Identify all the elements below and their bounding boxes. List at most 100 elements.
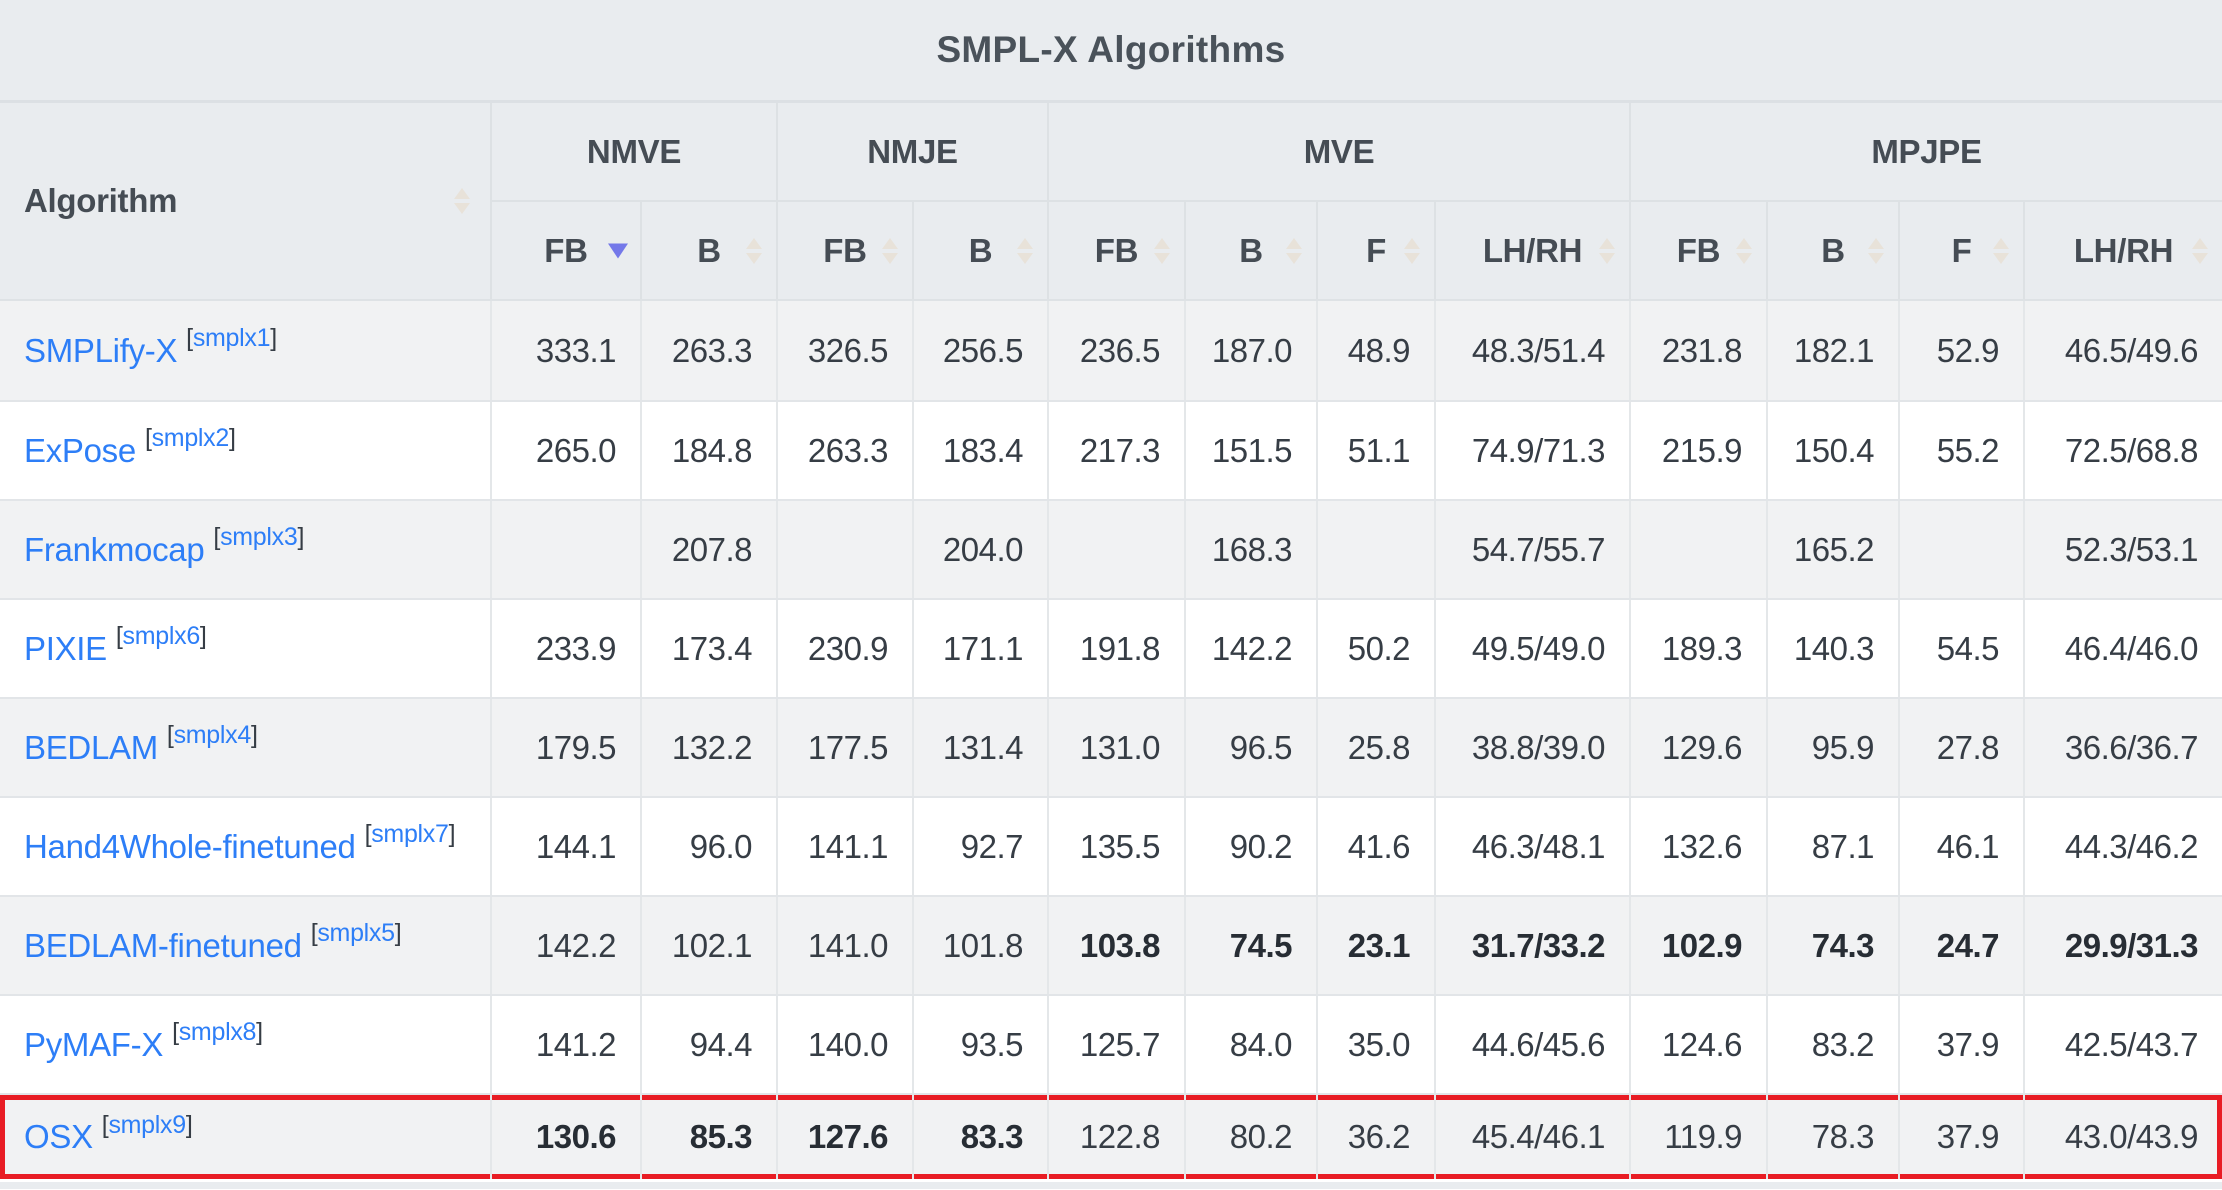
citation-link[interactable]: [smplx5]: [311, 919, 402, 948]
algorithm-link[interactable]: ExPose: [24, 431, 136, 469]
metric-value: 94.4: [640, 996, 776, 1093]
algorithm-link[interactable]: Hand4Whole-finetuned: [24, 827, 356, 865]
column-header-nmje-fb[interactable]: FB: [776, 202, 912, 299]
column-header-nmje-b[interactable]: B: [912, 202, 1047, 299]
column-header-nmve-fb[interactable]: FB: [490, 202, 640, 299]
column-header-algorithm[interactable]: Algorithm: [0, 103, 490, 299]
sort-icon: [882, 237, 898, 264]
metric-value: 141.0: [776, 897, 912, 994]
citation-link[interactable]: [smplx4]: [167, 721, 258, 750]
metric-value: 207.8: [640, 501, 776, 598]
column-header-mve-lh-rh[interactable]: LH/RH: [1434, 202, 1629, 299]
sort-icon: [1599, 237, 1615, 264]
sort-down-arrow: [882, 252, 898, 264]
metric-value: 151.5: [1184, 402, 1316, 499]
metric-value: 144.1: [490, 798, 640, 895]
metric-value: 150.4: [1766, 402, 1898, 499]
group-header-nmve: NMVE: [490, 103, 776, 202]
metric-value: 45.4/46.1: [1434, 1095, 1629, 1179]
table-row-bedlam: BEDLAM [smplx4] 179.5 132.2 177.5 131.4 131.0 9…: [0, 697, 2222, 796]
citation-bracket: [: [115, 622, 123, 650]
metric-value: 48.3/51.4: [1434, 301, 1629, 400]
metric-value: 187.0: [1184, 301, 1316, 400]
metric-value: 141.1: [776, 798, 912, 895]
algorithm-link[interactable]: Frankmocap: [24, 530, 205, 568]
algorithm-link[interactable]: OSX: [24, 1118, 93, 1155]
citation-bracket: [: [186, 324, 193, 352]
column-header-mve-fb[interactable]: FB: [1047, 202, 1184, 299]
table-row-osx: OSX [smplx9] 130.6 85.3 127.6 83.3 122.8 80.2 36…: [0, 1093, 2222, 1179]
metric-value: 46.3/48.1: [1434, 798, 1629, 895]
metric-value: 215.9: [1629, 402, 1766, 499]
column-header-nmve-b[interactable]: B: [640, 202, 776, 299]
metric-value: 326.5: [776, 301, 912, 400]
citation-link[interactable]: [smplx8]: [172, 1018, 263, 1047]
algorithm-link[interactable]: BEDLAM: [24, 728, 158, 766]
sort-up-arrow: [1404, 237, 1420, 249]
metric-value: 132.2: [640, 699, 776, 796]
column-header-mpjpe-fb[interactable]: FB: [1629, 202, 1766, 299]
sort-up-arrow: [1017, 237, 1033, 249]
table-row-hand4whole-finetuned: Hand4Whole-finetuned [smplx7] 144.1 96.0 141…: [0, 796, 2222, 895]
column-header-label: B: [1239, 231, 1263, 269]
citation-name: smplx6: [122, 622, 201, 650]
group-header-label: MPJPE: [1871, 132, 1982, 170]
metric-value: [776, 501, 912, 598]
metric-value: 135.5: [1047, 798, 1184, 895]
citation-bracket: [: [101, 1110, 109, 1139]
metric-value: 43.0/43.9: [2023, 1095, 2222, 1179]
citation-link[interactable]: [smplx1]: [186, 324, 277, 353]
citation-link[interactable]: [smplx6]: [116, 622, 207, 651]
metric-value: 217.3: [1047, 402, 1184, 499]
algorithm-link[interactable]: PyMAF-X: [24, 1025, 164, 1063]
column-header-mpjpe-f[interactable]: F: [1898, 202, 2023, 299]
algorithm-cell: Hand4Whole-finetuned [smplx7]: [0, 798, 490, 895]
metric-value: 141.2: [490, 996, 640, 1093]
table-body: SMPLify-X [smplx1] 333.1 263.3 326.5 256.5 236…: [0, 301, 2222, 1179]
metric-value: 142.2: [490, 897, 640, 994]
column-header-mve-f[interactable]: F: [1316, 202, 1434, 299]
metric-value: 231.8: [1629, 301, 1766, 400]
metric-value: 184.8: [640, 402, 776, 499]
sort-down-arrow: [1599, 252, 1615, 264]
metric-value: 38.8/39.0: [1434, 699, 1629, 796]
metric-value: 127.6: [776, 1095, 912, 1179]
metric-value: 129.6: [1629, 699, 1766, 796]
algorithm-link[interactable]: BEDLAM-finetuned: [24, 926, 302, 964]
sort-icon: [746, 237, 762, 264]
column-header-label: FB: [544, 231, 588, 269]
metric-value: 265.0: [490, 402, 640, 499]
citation-name: smplx4: [173, 721, 252, 749]
metric-value: 119.9: [1629, 1095, 1766, 1179]
citation-link[interactable]: [smplx2]: [145, 424, 236, 453]
sort-down-arrow: [1993, 252, 2009, 264]
metric-value: 74.9/71.3: [1434, 402, 1629, 499]
metric-value: 183.4: [912, 402, 1047, 499]
sort-down-arrow: [1154, 252, 1170, 264]
citation-link[interactable]: [smplx3]: [213, 523, 304, 552]
column-header-mpjpe-b[interactable]: B: [1766, 202, 1898, 299]
sort-down-arrow: [1736, 252, 1752, 264]
algorithm-cell: PIXIE [smplx6]: [0, 600, 490, 697]
metric-value: 46.1: [1898, 798, 2023, 895]
citation-bracket: ]: [297, 523, 305, 551]
algorithm-link[interactable]: SMPLify-X: [24, 331, 178, 369]
sort-icon: [1154, 237, 1170, 264]
sort-icon: [1017, 237, 1033, 264]
citation-bracket: [: [166, 721, 174, 749]
metric-value: 83.3: [912, 1095, 1047, 1179]
citation-name: smplx5: [317, 919, 395, 947]
citation-bracket: ]: [199, 622, 207, 650]
sort-desc-icon: [608, 243, 628, 258]
algorithm-link[interactable]: PIXIE: [24, 629, 107, 667]
citation-link[interactable]: [smplx9]: [102, 1111, 193, 1140]
column-header-mve-b[interactable]: B: [1184, 202, 1316, 299]
column-header-label: F: [1366, 231, 1386, 269]
column-header-mpjpe-lh-rh[interactable]: LH/RH: [2023, 202, 2222, 299]
column-header-label: F: [1951, 231, 1972, 269]
metric-value: 122.8: [1047, 1095, 1184, 1179]
sort-up-arrow: [1993, 237, 2009, 249]
citation-link[interactable]: [smplx7]: [365, 820, 456, 849]
metric-value: 236.5: [1047, 301, 1184, 400]
